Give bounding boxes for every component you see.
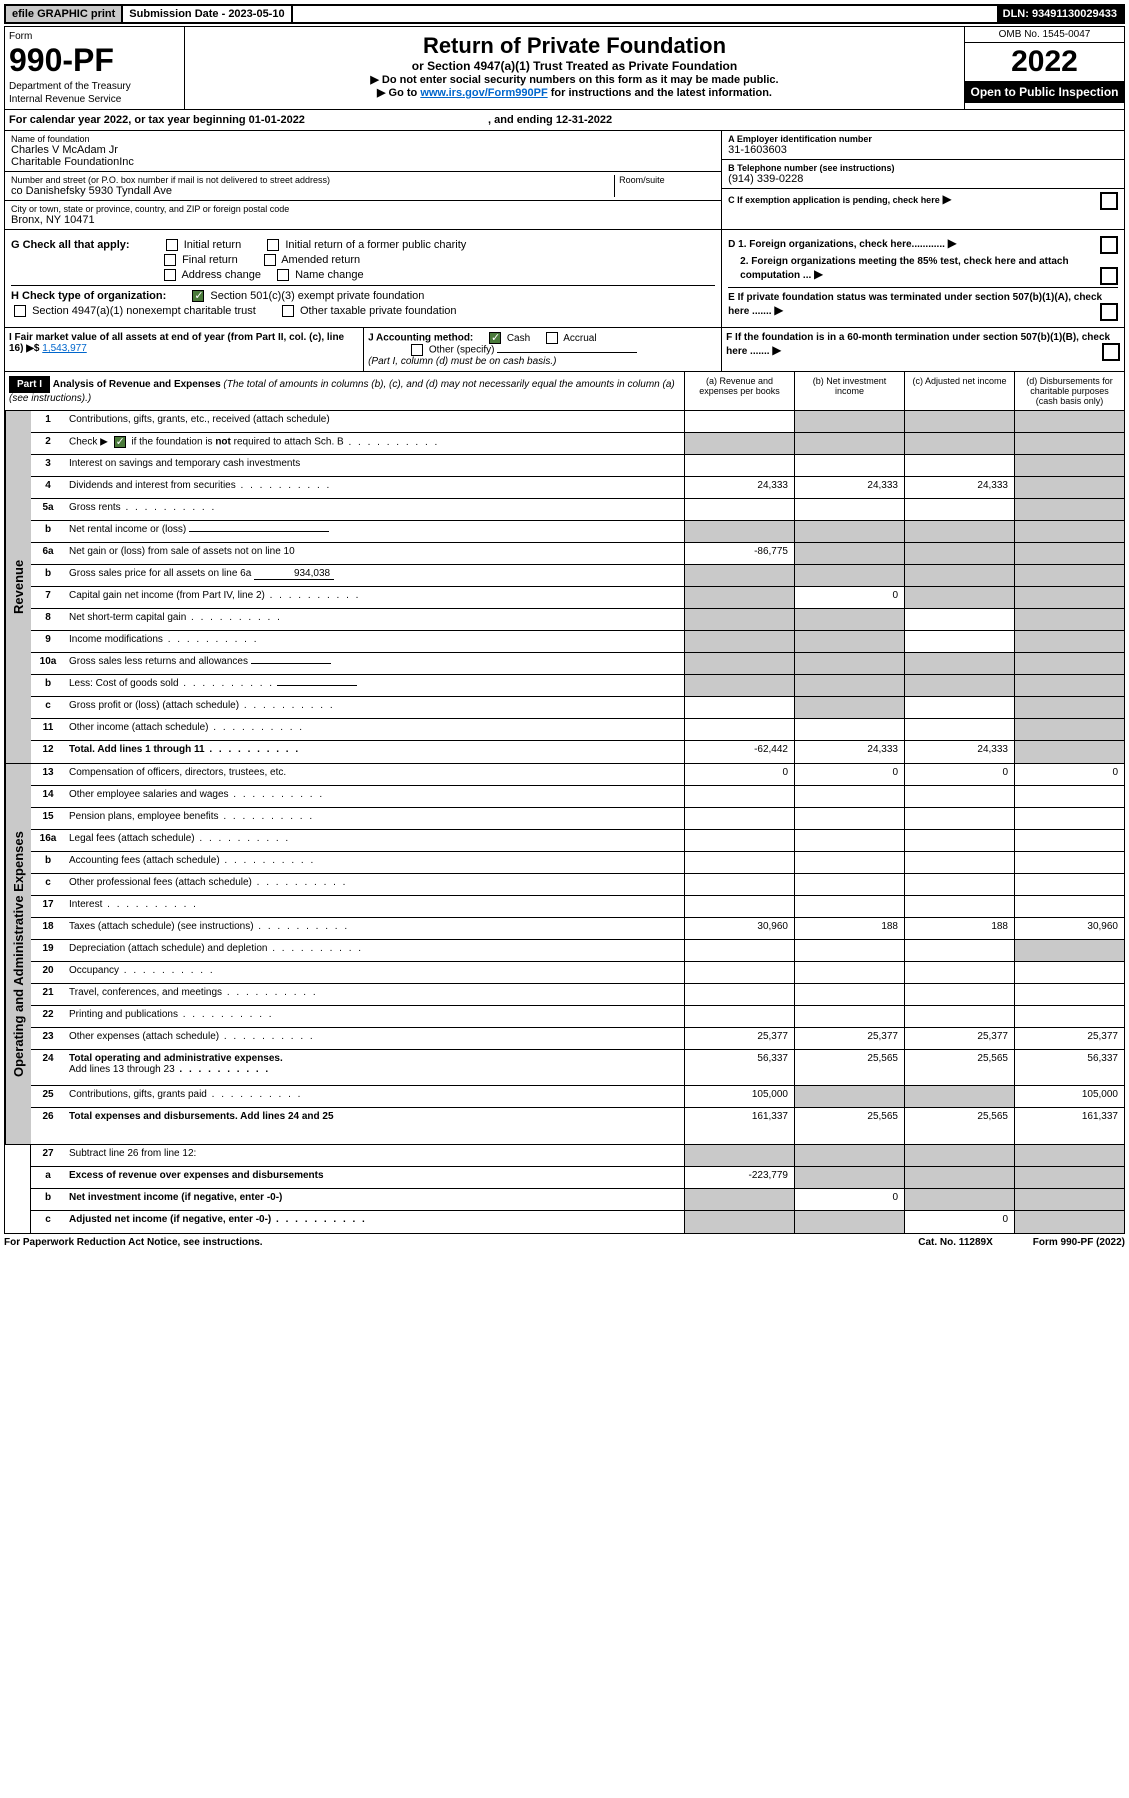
col-c-header: (c) Adjusted net income bbox=[904, 372, 1014, 410]
name-label: Name of foundation bbox=[11, 134, 715, 144]
h-label: H Check type of organization: bbox=[11, 290, 166, 302]
room-label: Room/suite bbox=[619, 175, 715, 185]
ein-label: A Employer identification number bbox=[728, 134, 1118, 144]
open-public-label: Open to Public Inspection bbox=[965, 81, 1124, 103]
e-checkbox[interactable] bbox=[1100, 303, 1118, 321]
expenses-section: Operating and Administrative Expenses 13… bbox=[4, 764, 1125, 1145]
tax-year: 2022 bbox=[965, 43, 1124, 81]
addr-label: Number and street (or P.O. box number if… bbox=[11, 175, 610, 185]
h-4947-checkbox[interactable] bbox=[14, 305, 26, 317]
form-subtitle: or Section 4947(a)(1) Trust Treated as P… bbox=[191, 59, 958, 73]
efile-label[interactable]: efile GRAPHIC print bbox=[6, 6, 123, 22]
d2-label: 2. Foreign organizations meeting the 85%… bbox=[740, 256, 1068, 281]
j-accrual-checkbox[interactable] bbox=[546, 332, 558, 344]
d1-label: D 1. Foreign organizations, check here..… bbox=[728, 239, 945, 250]
tel-label: B Telephone number (see instructions) bbox=[728, 163, 1118, 173]
city-label: City or town, state or province, country… bbox=[11, 204, 715, 214]
part1-header: Part I Analysis of Revenue and Expenses … bbox=[4, 372, 1125, 411]
d1-checkbox[interactable] bbox=[1100, 236, 1118, 254]
j-other-checkbox[interactable] bbox=[411, 344, 423, 356]
d2-checkbox[interactable] bbox=[1100, 267, 1118, 285]
f-label: F If the foundation is in a 60-month ter… bbox=[726, 332, 1110, 357]
irs-link[interactable]: www.irs.gov/Form990PF bbox=[420, 87, 547, 99]
c-checkbox[interactable] bbox=[1100, 192, 1118, 210]
paperwork-notice: For Paperwork Reduction Act Notice, see … bbox=[4, 1237, 263, 1248]
ein: 31-1603603 bbox=[728, 144, 1118, 156]
irs-label: Internal Revenue Service bbox=[9, 94, 180, 105]
j-cash-checkbox[interactable] bbox=[489, 332, 501, 344]
expenses-label: Operating and Administrative Expenses bbox=[5, 764, 31, 1144]
info-grid: Name of foundation Charles V McAdam Jr C… bbox=[4, 131, 1125, 230]
submission-date: Submission Date - 2023-05-10 bbox=[123, 6, 292, 22]
part1-title: Analysis of Revenue and Expenses bbox=[53, 379, 221, 390]
dln-label: DLN: 93491130029433 bbox=[997, 6, 1123, 22]
revenue-label: Revenue bbox=[5, 411, 31, 763]
city: Bronx, NY 10471 bbox=[11, 214, 715, 226]
form-ref: Form 990-PF (2022) bbox=[1033, 1237, 1125, 1248]
omb-number: OMB No. 1545-0047 bbox=[965, 27, 1124, 43]
foundation-name: Charles V McAdam Jr Charitable Foundatio… bbox=[11, 144, 715, 168]
form-number: 990-PF bbox=[9, 42, 180, 79]
g-name-checkbox[interactable] bbox=[277, 269, 289, 281]
form-note-1: ▶ Do not enter social security numbers o… bbox=[191, 73, 958, 86]
e-label: E If private foundation status was termi… bbox=[728, 292, 1102, 317]
g-section: G Check all that apply: Initial return I… bbox=[4, 230, 1125, 328]
c-label: C If exemption application is pending, c… bbox=[728, 195, 940, 205]
g-former-checkbox[interactable] bbox=[267, 239, 279, 251]
form-label: Form bbox=[9, 31, 180, 42]
address: co Danishefsky 5930 Tyndall Ave bbox=[11, 185, 610, 197]
part1-label: Part I bbox=[9, 376, 50, 393]
line2-checkbox[interactable] bbox=[114, 436, 126, 448]
col-d-header: (d) Disbursements for charitable purpose… bbox=[1014, 372, 1124, 410]
g-label: G Check all that apply: bbox=[11, 239, 130, 251]
telephone: (914) 339-0228 bbox=[728, 173, 1118, 185]
h-other-checkbox[interactable] bbox=[282, 305, 294, 317]
form-note-2: ▶ Go to www.irs.gov/Form990PF for instru… bbox=[191, 86, 958, 99]
g-amended-checkbox[interactable] bbox=[264, 254, 276, 266]
line27-section: 27Subtract line 26 from line 12: aExcess… bbox=[4, 1145, 1125, 1234]
f-checkbox[interactable] bbox=[1102, 343, 1120, 361]
form-title: Return of Private Foundation bbox=[191, 33, 958, 59]
g-initial-checkbox[interactable] bbox=[166, 239, 178, 251]
calendar-year-row: For calendar year 2022, or tax year begi… bbox=[4, 110, 1125, 131]
revenue-section: Revenue 1Contributions, gifts, grants, e… bbox=[4, 411, 1125, 764]
g-final-checkbox[interactable] bbox=[164, 254, 176, 266]
hij-section: I Fair market value of all assets at end… bbox=[4, 328, 1125, 372]
dept-label: Department of the Treasury bbox=[9, 81, 180, 92]
top-bar: efile GRAPHIC print Submission Date - 20… bbox=[4, 4, 1125, 24]
i-value[interactable]: 1,543,977 bbox=[42, 343, 87, 354]
col-a-header: (a) Revenue and expenses per books bbox=[684, 372, 794, 410]
j-label: J Accounting method: bbox=[368, 333, 473, 344]
arrow-icon: ▶ bbox=[942, 192, 951, 206]
page-footer: For Paperwork Reduction Act Notice, see … bbox=[4, 1234, 1125, 1251]
col-b-header: (b) Net investment income bbox=[794, 372, 904, 410]
g-address-checkbox[interactable] bbox=[164, 269, 176, 281]
h-501c3-checkbox[interactable] bbox=[192, 290, 204, 302]
cat-no: Cat. No. 11289X bbox=[918, 1237, 992, 1248]
j-note: (Part I, column (d) must be on cash basi… bbox=[368, 356, 717, 367]
form-header: Form 990-PF Department of the Treasury I… bbox=[4, 26, 1125, 110]
